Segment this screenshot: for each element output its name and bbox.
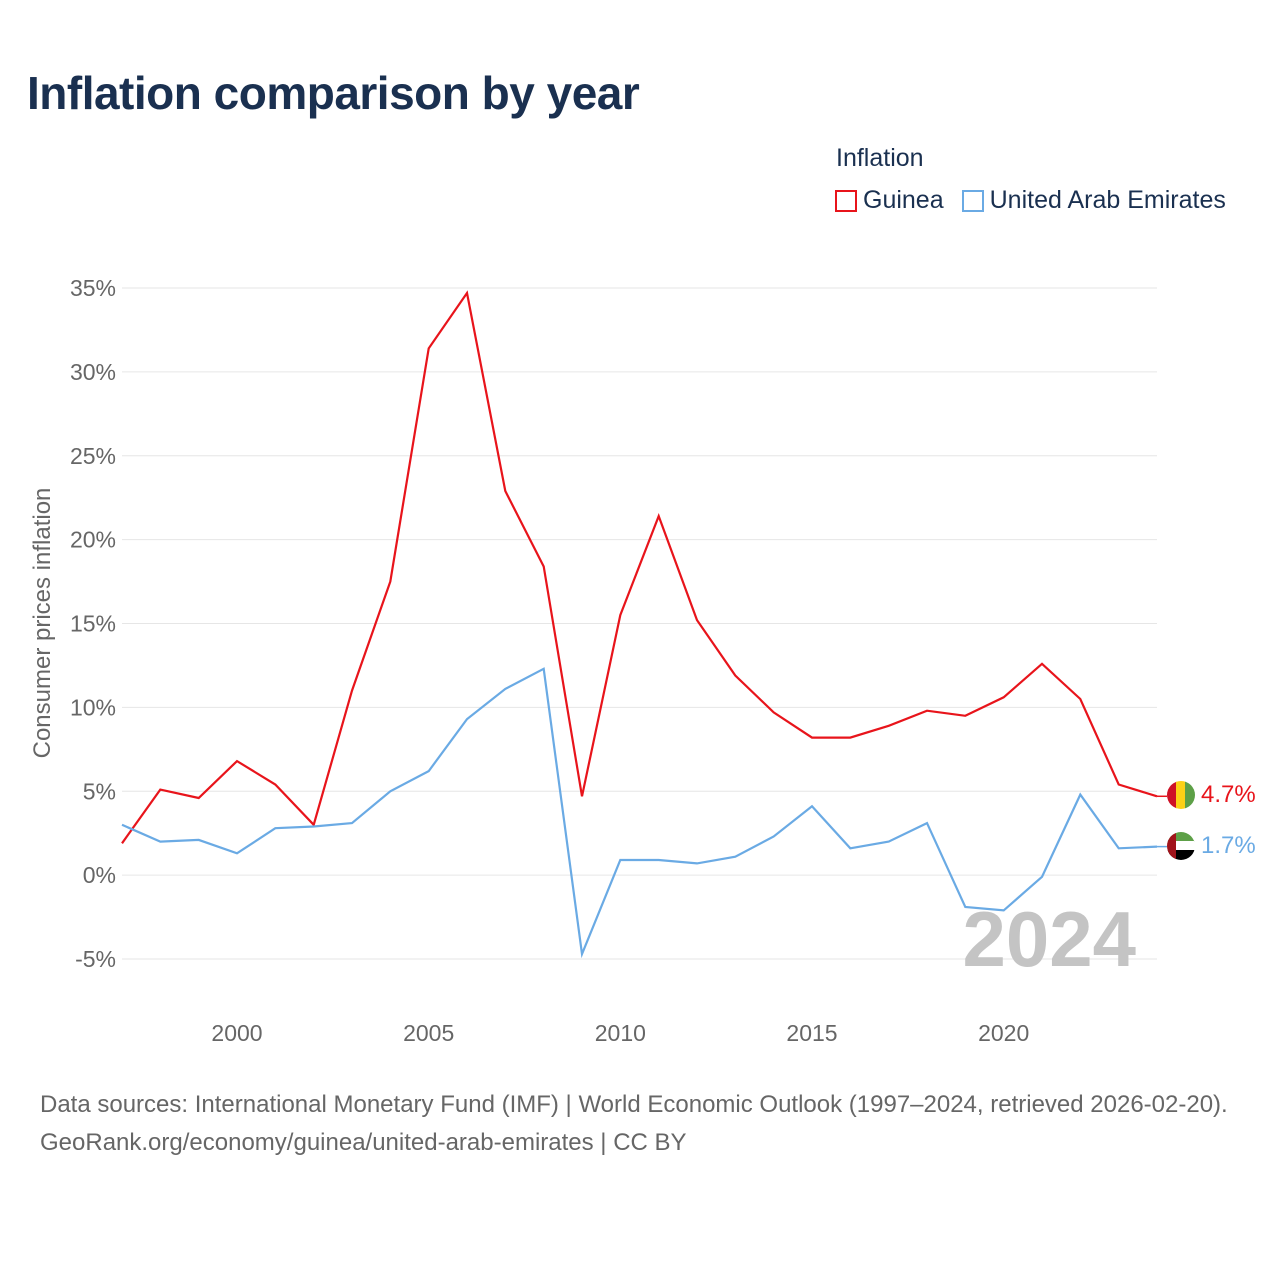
y-axis-ticks: -5% 0% 5% 10% 15% 20% 25% 30% 35% [70, 275, 116, 972]
y-tick-label: 5% [83, 778, 116, 804]
y-axis-label: Consumer prices inflation [29, 488, 56, 759]
x-tick-label: 2010 [595, 1020, 646, 1046]
y-tick-label: 10% [70, 694, 116, 720]
y-tick-label: 35% [70, 275, 116, 301]
legend-item-uae[interactable]: United Arab Emirates [961, 186, 1226, 215]
series-lines [121, 290, 1167, 959]
data-source-note: Data sources: International Monetary Fun… [40, 1086, 1250, 1162]
x-tick-label: 2000 [211, 1020, 262, 1046]
x-tick-label: 2020 [978, 1020, 1029, 1046]
legend-label-uae: United Arab Emirates [989, 186, 1226, 214]
legend-swatch-uae [961, 189, 984, 212]
line-chart: -5%0%5%10%15%20%25%30%35% 2000 2005 2010 20… [29, 275, 1256, 1046]
legend-swatch-guinea [835, 189, 857, 212]
y-tick-label: -5% [75, 946, 116, 972]
y-tick-label: 25% [70, 443, 116, 469]
y-tick-label: 30% [70, 359, 116, 385]
source-link[interactable]: GeoRank.org/economy/guinea/united-arab-e… [40, 1129, 687, 1156]
grid-lines [122, 287, 1157, 960]
guinea-flag-icon [1167, 781, 1195, 809]
series-line-guinea[interactable] [121, 290, 1158, 844]
legend-item-guinea[interactable]: Guinea [835, 186, 944, 215]
x-tick-label: 2015 [786, 1020, 837, 1046]
legend: Guinea United Arab Emirates [835, 186, 1244, 215]
chart-title: Inflation comparison by year [27, 67, 640, 119]
y-tick-label: 20% [70, 527, 116, 553]
y-tick-label: 15% [70, 611, 116, 637]
x-axis-ticks: 2000 2005 2010 2015 2020 [211, 1020, 1029, 1046]
end-label-uae: 1.7% [1201, 832, 1256, 859]
legend-title: Inflation [836, 144, 924, 172]
legend-label-guinea: Guinea [863, 186, 944, 214]
series-line-uae[interactable] [121, 667, 1158, 959]
x-tick-label: 2005 [403, 1020, 454, 1046]
y-tick-label: 0% [83, 862, 116, 888]
end-label-guinea: 4.7% [1201, 781, 1256, 808]
uae-flag-icon [1167, 832, 1195, 860]
source-text: Data sources: International Monetary Fun… [40, 1091, 1228, 1118]
